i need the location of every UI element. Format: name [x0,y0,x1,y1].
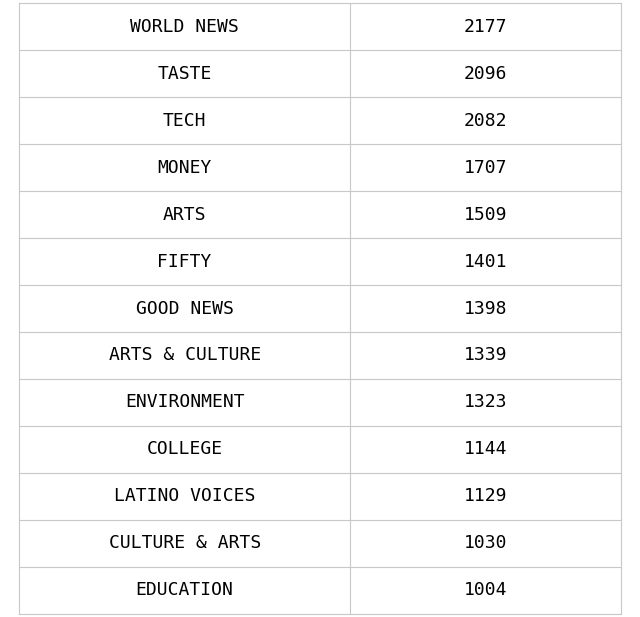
Text: 1398: 1398 [464,299,507,318]
Bar [19,285,621,332]
Bar [19,238,621,285]
Bar [19,520,621,567]
Text: 1509: 1509 [464,205,507,223]
Text: WORLD NEWS: WORLD NEWS [131,17,239,36]
Bar [19,426,621,473]
Text: FIFTY: FIFTY [157,252,212,270]
Text: 1401: 1401 [464,252,507,270]
Text: COLLEGE: COLLEGE [147,441,223,458]
Bar [19,473,621,520]
Text: LATINO VOICES: LATINO VOICES [114,487,255,505]
Text: CULTURE & ARTS: CULTURE & ARTS [109,534,260,552]
Text: TASTE: TASTE [157,65,212,83]
Bar [19,50,621,97]
Text: 1129: 1129 [464,487,507,505]
Text: 1339: 1339 [464,347,507,365]
Text: 2082: 2082 [464,112,507,130]
Text: MONEY: MONEY [157,159,212,176]
Bar [19,3,621,50]
Bar [19,97,621,144]
Text: 1707: 1707 [464,159,507,176]
Text: ARTS & CULTURE: ARTS & CULTURE [109,347,260,365]
Text: 1323: 1323 [464,394,507,412]
Text: 1030: 1030 [464,534,507,552]
Text: 1144: 1144 [464,441,507,458]
Text: GOOD NEWS: GOOD NEWS [136,299,234,318]
Bar [19,191,621,238]
Bar [19,332,621,379]
Text: EDUCATION: EDUCATION [136,581,234,600]
Text: 1004: 1004 [464,581,507,600]
Bar [19,567,621,614]
Text: TECH: TECH [163,112,206,130]
Text: ENVIRONMENT: ENVIRONMENT [125,394,244,412]
Bar [19,144,621,191]
Text: 2177: 2177 [464,17,507,36]
Text: 2096: 2096 [464,65,507,83]
Text: ARTS: ARTS [163,205,206,223]
Bar [19,379,621,426]
